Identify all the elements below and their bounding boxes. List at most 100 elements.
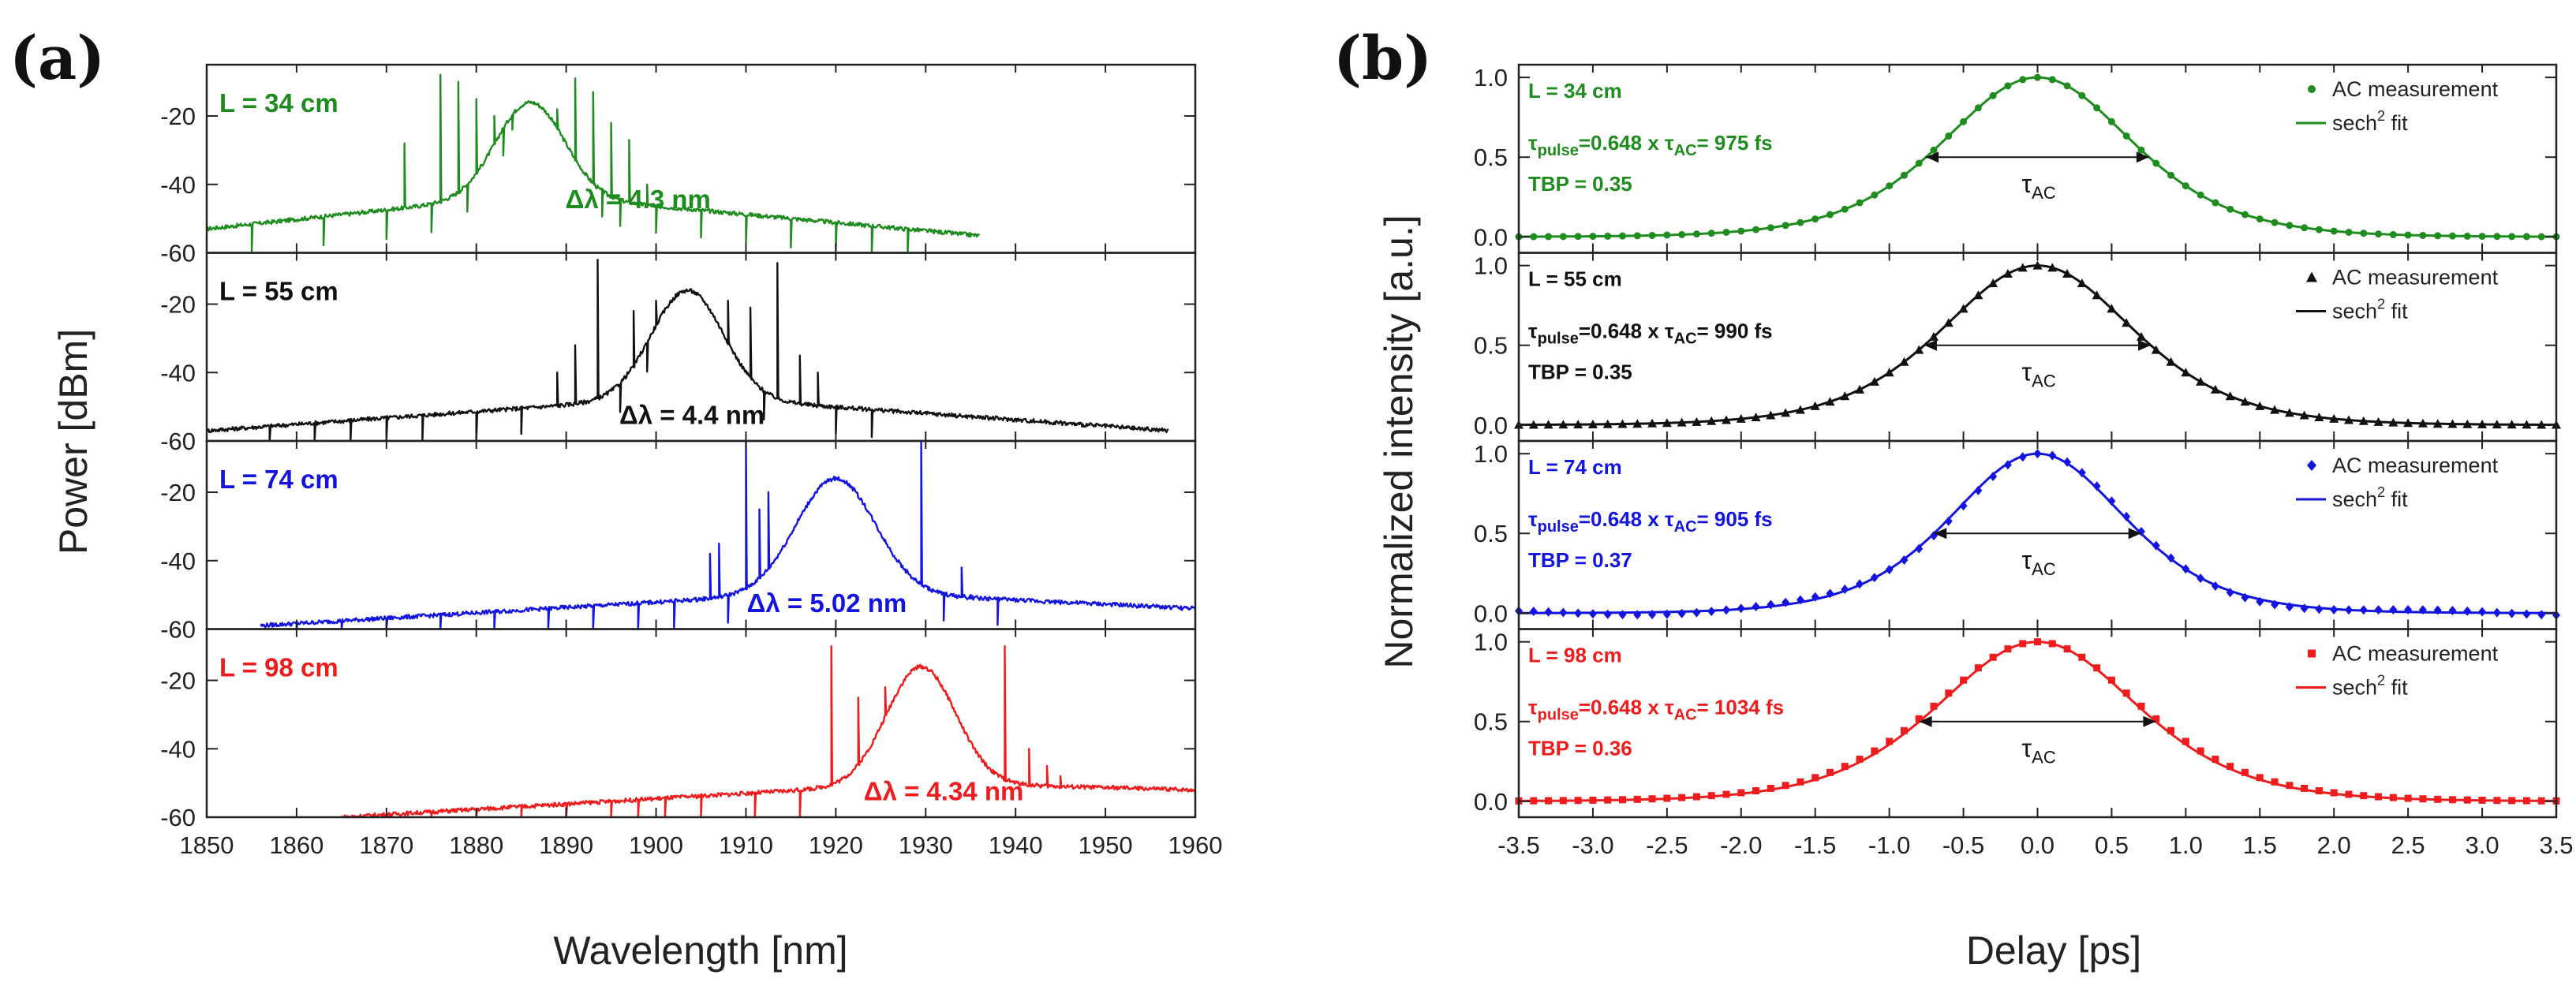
legend-fit-label: sech2 fit [2332, 297, 2408, 323]
measurement-point [2226, 205, 2234, 213]
measurement-point [2241, 211, 2249, 218]
tau-ac-label: τAC [2022, 170, 2056, 203]
measurement-point [2388, 417, 2398, 427]
tau-ac-label: τAC [2022, 734, 2056, 768]
measurement-point [2048, 640, 2056, 648]
fwhm-arrowhead-right [2128, 528, 2141, 540]
measurement-point [1767, 784, 1774, 792]
measurement-point [2019, 76, 2027, 84]
measurement-point [2152, 540, 2160, 551]
spectrum-subplot: -60 -40 -20 L = 98 cm Δλ = 4.34 nm [160, 628, 1197, 831]
legend-measurement-label: AC measurement [2332, 77, 2499, 101]
measurement-point [1841, 763, 1849, 771]
measurement-point [2315, 604, 2324, 614]
measurement-point [1648, 231, 1656, 239]
measurement-point [1886, 182, 1894, 190]
measurement-point [1545, 233, 1553, 241]
measurement-point [2403, 418, 2413, 428]
y-tick-label: 1.0 [1474, 64, 1508, 92]
measurement-point [1633, 795, 1641, 803]
measurement-point [1989, 471, 1998, 481]
y-tick-label: 1.0 [1474, 440, 1508, 468]
measurement-point [1603, 609, 1612, 619]
measurement-point [1662, 609, 1671, 619]
measurement-point [1752, 226, 1760, 233]
y-tick-label: -60 [160, 240, 196, 267]
y-tick-label: 0.5 [1474, 144, 1508, 171]
legend-fit-superscript: 2 [2377, 673, 2385, 689]
measurement-point [2181, 368, 2191, 377]
measurement-point [1900, 555, 1909, 566]
measurement-point [1871, 747, 1879, 755]
legend-marker [2306, 271, 2317, 282]
y-tick-label: -40 [160, 735, 196, 763]
legend-measurement-label: AC measurement [2332, 642, 2499, 666]
y-tick-label: -20 [160, 103, 196, 130]
measurement-point [2345, 790, 2353, 798]
formula-middle: =0.648 x τ [1579, 319, 1674, 343]
measurement-point [1574, 797, 1582, 805]
measurement-point [1678, 230, 1686, 238]
legend-fit-superscript: 2 [2377, 108, 2385, 124]
y-tick-label: 0.0 [1474, 788, 1508, 816]
measurement-point [1855, 384, 1865, 394]
x-tick-label: 0.0 [2021, 831, 2054, 859]
fwhm-arrowhead-left [1926, 151, 1939, 163]
tbp-label: TBP = 0.37 [1528, 548, 1632, 572]
measurement-point [1604, 232, 1612, 240]
formula-middle: =0.648 x τ [1579, 131, 1674, 155]
measurement-point [2182, 564, 2190, 574]
measurement-point [1870, 573, 1879, 583]
tau-ac-label: τAC [2022, 358, 2056, 391]
legend-marker [2308, 649, 2316, 658]
measurement-point [2004, 645, 2012, 653]
legend-fit-superscript: 2 [2377, 297, 2385, 312]
measurement-point [1632, 419, 1643, 428]
x-tick-label: 1920 [809, 831, 863, 859]
formula-value: = 990 fs [1697, 319, 1773, 343]
measurement-point [2344, 415, 2354, 424]
measurement-point [2389, 230, 2397, 238]
x-tick-label: -2.0 [1720, 831, 1762, 859]
measurement-point [2137, 331, 2146, 341]
measurement-point [1782, 597, 1790, 607]
legend-marker [2308, 85, 2316, 93]
measurement-point [1573, 420, 1583, 429]
measurement-point [1663, 794, 1671, 802]
measurement-point [2062, 269, 2073, 278]
tbp-label: TBP = 0.35 [1528, 172, 1632, 196]
measurement-point [2373, 416, 2383, 426]
measurement-point [2301, 784, 2309, 792]
measurement-point [2211, 756, 2219, 764]
measurement-point [1869, 376, 1879, 386]
spectrum-line [260, 439, 1197, 630]
series-length-label: L = 34 cm [219, 88, 338, 118]
measurement-point [1944, 516, 1953, 526]
tau-ac-subscript: AC [1674, 707, 1697, 724]
measurement-point [1619, 232, 1626, 240]
measurement-point [2122, 689, 2130, 697]
measurement-point [2285, 602, 2294, 612]
y-tick-label: 0.0 [1474, 599, 1508, 627]
legend-fit-label: sech2 fit [2332, 484, 2408, 511]
bandwidth-annotation: Δλ = 5.02 nm [747, 588, 907, 618]
x-tick-label: -1.0 [1868, 831, 1910, 859]
measurement-point [2522, 609, 2531, 619]
legend-measurement-label: AC measurement [2332, 266, 2499, 289]
measurement-point [1559, 607, 1568, 618]
measurement-point [2122, 132, 2130, 140]
x-tick-label: 1860 [269, 831, 323, 859]
measurement-point [2077, 468, 2086, 478]
tau-pulse-subscript: pulse [1538, 331, 1579, 348]
legend-measurement-label: AC measurement [2332, 454, 2499, 477]
measurement-point [2345, 228, 2353, 236]
formula-value: = 1034 fs [1697, 696, 1785, 719]
measurement-point [1707, 416, 1717, 425]
measurement-point [1530, 797, 1538, 805]
x-tick-label: -0.5 [1942, 831, 1984, 859]
tau-pulse-subscript: pulse [1538, 142, 1579, 159]
measurement-point [1811, 774, 1819, 782]
measurement-point [2182, 738, 2189, 745]
measurement-point [2034, 638, 2041, 646]
